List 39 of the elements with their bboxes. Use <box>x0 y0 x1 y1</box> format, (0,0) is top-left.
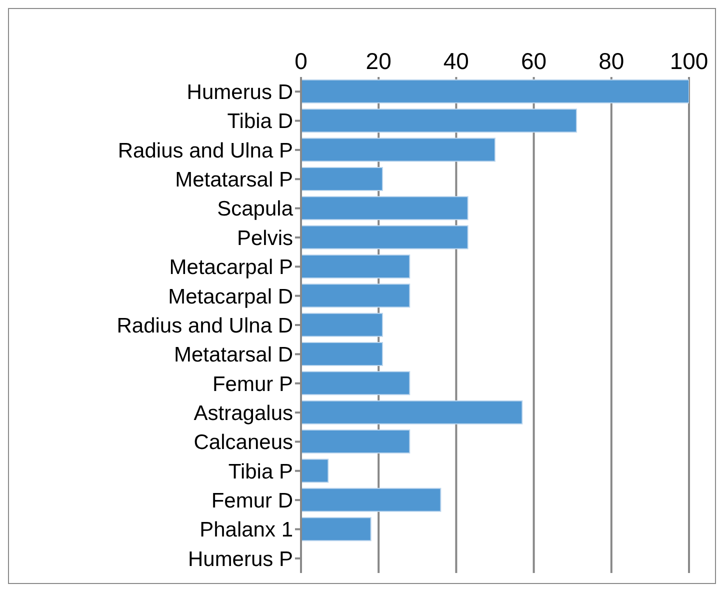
y-tick-label: Humerus D <box>186 81 293 104</box>
bar <box>301 196 468 220</box>
bar <box>301 458 329 483</box>
y-tick-label: Femur P <box>212 372 293 396</box>
x-tick-label: 0 <box>294 48 308 74</box>
bar <box>301 400 523 424</box>
y-tick-label: Pelvis <box>236 226 293 250</box>
x-tick-label: 20 <box>366 48 392 74</box>
x-tick-label: 40 <box>443 48 469 74</box>
y-tick-label: Phalanx 1 <box>200 518 293 542</box>
y-tick-label: Scapula <box>217 198 294 221</box>
y-tick-label: Metacarpal P <box>169 256 293 280</box>
bar <box>301 108 577 133</box>
x-tick-label: 60 <box>521 48 547 74</box>
bar <box>301 517 372 542</box>
bar <box>301 312 383 337</box>
bar <box>301 166 383 191</box>
x-tick-label: 100 <box>670 48 708 74</box>
y-tick-label: Femur D <box>211 490 293 513</box>
bar <box>301 371 410 396</box>
y-tick-label: Metacarpal D <box>168 285 293 308</box>
y-tick-label: Humerus P <box>188 548 293 571</box>
y-tick-label: Calcaneus <box>194 431 293 454</box>
bar <box>301 254 410 278</box>
bar <box>301 138 496 162</box>
bar <box>301 430 410 454</box>
bar <box>301 488 442 512</box>
y-tick-label: Astragalus <box>194 402 293 425</box>
bar <box>301 342 383 366</box>
bar <box>301 225 468 250</box>
y-tick-label: Tibia D <box>227 110 293 134</box>
y-tick-label: Metatarsal D <box>174 344 293 367</box>
x-tick-label: 80 <box>598 48 624 74</box>
bar <box>301 79 689 104</box>
y-tick-label: Tibia P <box>228 460 293 484</box>
y-tick-label: Metatarsal P <box>175 168 293 192</box>
y-tick-label: Radius and Ulna P <box>118 139 293 162</box>
y-tick-label: Radius and Ulna D <box>116 314 293 338</box>
bar <box>301 284 410 308</box>
